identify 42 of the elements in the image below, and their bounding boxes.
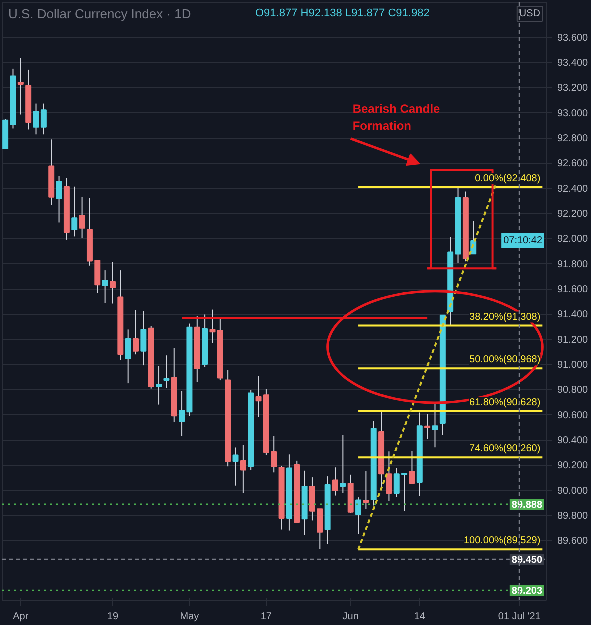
y-tick-label: 92.800 [558, 134, 589, 145]
ref-line-label: 89.450 [512, 555, 543, 566]
y-tick-label: 90.800 [558, 385, 589, 396]
x-tick-label: 14 [414, 612, 426, 622]
chart-subtitle: O91.877 H92.138 L91.877 C91.982 [256, 8, 430, 20]
x-tick-label: May [180, 612, 200, 622]
x-tick-label: Apr [13, 612, 30, 622]
annotation: 07:10:42 [504, 235, 543, 246]
y-tick-label: 90.200 [558, 460, 589, 472]
y-tick-label: 90.400 [558, 436, 589, 447]
y-tick-label: 92.400 [558, 184, 589, 195]
y-tick-label: 91.600 [558, 284, 589, 296]
y-tick-label: 93.000 [558, 108, 589, 120]
y-tick-label: 93.200 [558, 83, 589, 94]
y-axis-title: USD [519, 8, 541, 20]
ref-line-label: 89.203 [512, 586, 543, 598]
y-tick-label: 89.800 [558, 511, 589, 522]
chart-title: U.S. Dollar Currency Index · 1D [8, 6, 192, 22]
y-tick-label: 91.400 [558, 310, 589, 321]
y-tick-label: 92.200 [558, 209, 589, 220]
x-tick-label: 01 Jul '21 [498, 612, 542, 622]
series-label: 50.00%(90.968) [470, 354, 541, 366]
series-label: 0.00%(92.408) [475, 173, 541, 184]
y-tick-label: 93.400 [558, 58, 589, 70]
series-label: 74.60%(90.260) [470, 444, 541, 455]
y-tick-label: 89.600 [558, 536, 589, 548]
series-label: 61.80%(90.628) [470, 397, 541, 408]
x-tick-label: 19 [107, 612, 119, 622]
y-tick-label: 92.600 [558, 158, 589, 170]
y-tick-label: 91.000 [558, 360, 589, 372]
y-tick-label: 92.000 [558, 234, 589, 246]
y-tick-label: 91.800 [558, 259, 589, 270]
x-tick-label: 17 [260, 612, 272, 622]
x-tick-label: Jun [342, 612, 359, 622]
y-tick-label: 93.600 [558, 32, 589, 44]
series-label: 100.00%(89.529) [464, 536, 541, 547]
ref-line-label: 89.888 [512, 500, 543, 511]
annotation: Bearish Candle Formation [352, 102, 441, 133]
y-tick-label: 90.600 [558, 410, 589, 422]
y-tick-label: 91.200 [558, 334, 589, 346]
series-label: 38.20%(91.308) [470, 312, 541, 323]
y-tick-label: 90.000 [558, 486, 589, 497]
